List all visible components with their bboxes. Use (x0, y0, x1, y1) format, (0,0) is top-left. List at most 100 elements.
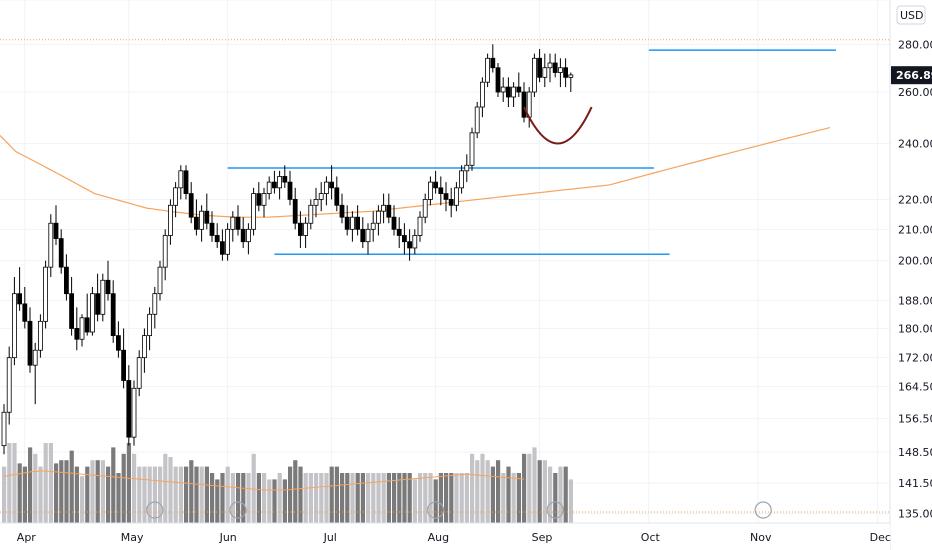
candle-body (532, 57, 537, 93)
cup-curve (523, 106, 593, 145)
volume-bar (490, 466, 495, 523)
candle-body (240, 228, 246, 243)
volume-bar (17, 463, 22, 523)
price-tick-label: 180.00 (898, 322, 932, 335)
volume-bar (329, 466, 334, 523)
volume-bar (438, 473, 443, 523)
candle-body (58, 238, 64, 268)
last-price-tag: 266.89 (891, 66, 932, 85)
candle-body (157, 266, 163, 295)
price-axis: 135.00 141.50 148.50 156.50 164.50 172.00 180.… (889, 0, 932, 550)
candle-body (443, 193, 449, 200)
candle-body (17, 293, 23, 305)
volume-bar (204, 466, 209, 523)
candle-body (427, 181, 433, 200)
candle-body (500, 86, 506, 93)
volume-bar (184, 466, 189, 523)
volume-bar (163, 453, 168, 523)
candle-body (308, 204, 314, 224)
candle-body (43, 266, 48, 322)
volume-bar (7, 443, 12, 523)
candle-body (422, 199, 428, 218)
candle-body (105, 279, 111, 295)
volume-bar (12, 443, 17, 523)
volume-bar (355, 473, 360, 523)
volume-bar (74, 466, 79, 523)
time-axis-bg (0, 523, 890, 550)
candle-body (323, 181, 329, 194)
candle-body (552, 62, 558, 73)
candle-body (282, 176, 288, 183)
volume-bar (459, 473, 464, 523)
candle-body (375, 210, 381, 224)
volume-bar (376, 473, 381, 523)
candle-body (542, 67, 548, 78)
price-moving-average (0, 127, 831, 218)
volume-bar (402, 473, 407, 523)
volume-bar (454, 473, 459, 523)
volume-bar (293, 460, 298, 523)
candle-body (469, 132, 475, 166)
candle-body (95, 293, 100, 315)
candle-body (396, 228, 402, 236)
volume-bar (137, 466, 142, 523)
candle-body (558, 67, 563, 73)
overlays (0, 39, 890, 519)
candle-body (235, 216, 241, 230)
volume-bar (80, 476, 85, 523)
candle-body (339, 204, 345, 218)
candle-body (433, 181, 439, 189)
candle-body (126, 380, 132, 438)
volume-bar (288, 466, 293, 523)
candle-body (344, 216, 350, 230)
candle-body (193, 216, 199, 230)
volume-bar (527, 453, 532, 523)
candle-body (474, 106, 480, 134)
volume-bar (116, 473, 121, 523)
time-tick-label: Sep (532, 531, 553, 544)
volume-bar (210, 473, 215, 523)
candle-body (32, 349, 38, 366)
candle-body (79, 317, 85, 340)
volume-bar (2, 466, 7, 523)
volume-bar (168, 457, 173, 523)
price-tick-label: 148.50 (898, 446, 932, 459)
volume-bar (142, 466, 147, 523)
price-tick-label: 141.50 (898, 477, 932, 490)
volume-bar (334, 466, 339, 523)
price-tick-label: 172.00 (898, 352, 932, 365)
candle-body (121, 349, 126, 381)
time-tick-label: Jul (323, 531, 337, 544)
candle-body (183, 170, 189, 194)
event-marker-icon (229, 501, 247, 519)
volume-bar (33, 453, 38, 523)
candle-body (329, 181, 335, 189)
volume-bar (506, 466, 511, 523)
candle-body (287, 181, 293, 200)
volume-bar (54, 463, 59, 523)
price-axis-bg (890, 0, 932, 550)
candle-body (292, 199, 298, 224)
price-tick-label: 156.50 (898, 412, 932, 425)
support-resistance-lines (227, 49, 836, 256)
candle-body (563, 67, 568, 78)
candle-body (209, 222, 215, 236)
volume-bar (85, 466, 90, 523)
candle-body (152, 293, 158, 315)
candle-body (401, 235, 407, 243)
volume-bar (199, 466, 204, 523)
candle-body (407, 241, 413, 249)
candle-body (11, 293, 17, 359)
volume-bar (542, 460, 547, 523)
candle-body (147, 313, 153, 337)
volume-bar (350, 473, 355, 523)
candle-body (417, 216, 423, 236)
volume-bar (568, 479, 573, 523)
volume-bar (444, 473, 449, 523)
candle-body (173, 187, 179, 206)
candle-body (365, 228, 371, 243)
candle-body (547, 62, 553, 69)
volume-bar (496, 460, 501, 523)
